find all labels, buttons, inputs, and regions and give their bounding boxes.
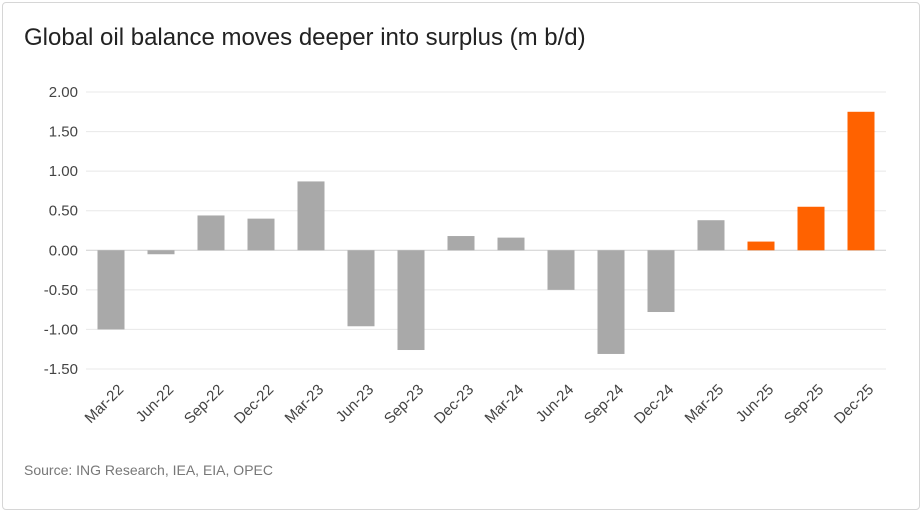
bar bbox=[447, 236, 475, 251]
x-tick-label: Sep-22 bbox=[181, 381, 227, 427]
bar bbox=[247, 218, 275, 251]
y-axis-ticks: 2.00 1.50 1.00 0.50 0.00 -0.50 -1.00 -1.50 bbox=[44, 84, 78, 378]
bar bbox=[297, 181, 325, 251]
y-tick-label: -1.00 bbox=[44, 321, 78, 338]
x-tick-label: Sep-24 bbox=[581, 381, 627, 427]
y-tick-label: 2.00 bbox=[49, 84, 78, 101]
x-tick-label: Dec-23 bbox=[431, 381, 477, 427]
bar bbox=[697, 220, 725, 251]
x-tick-label: Jun-22 bbox=[133, 381, 177, 425]
y-tick-label: 0.00 bbox=[49, 242, 78, 259]
x-tick-label: Dec-22 bbox=[231, 381, 277, 427]
chart-title: Global oil balance moves deeper into sur… bbox=[24, 24, 586, 51]
bar bbox=[847, 111, 875, 251]
x-tick-label: Dec-24 bbox=[631, 381, 677, 427]
bar bbox=[797, 206, 825, 251]
bars bbox=[97, 111, 875, 354]
x-tick-label: Mar-23 bbox=[282, 381, 328, 427]
bar bbox=[197, 215, 225, 251]
bar bbox=[147, 250, 175, 255]
bar bbox=[347, 250, 375, 327]
x-tick-label: Mar-25 bbox=[682, 381, 728, 427]
y-tick-label: 0.50 bbox=[49, 203, 78, 220]
y-tick-label: 1.50 bbox=[49, 124, 78, 141]
x-tick-label: Sep-23 bbox=[381, 381, 427, 427]
x-axis-ticks: Mar-22 Jun-22 Sep-22 Dec-22 Mar-23 Jun-23 Sep-… bbox=[82, 381, 878, 427]
y-tick-label: 1.00 bbox=[49, 163, 78, 180]
x-tick-label: Jun-23 bbox=[333, 381, 377, 425]
x-tick-label: Mar-22 bbox=[82, 381, 128, 427]
x-tick-label: Dec-25 bbox=[831, 381, 877, 427]
bar bbox=[597, 250, 625, 354]
bar bbox=[97, 250, 125, 330]
x-tick-label: Sep-25 bbox=[781, 381, 827, 427]
bar bbox=[547, 250, 575, 290]
bar bbox=[747, 241, 775, 251]
bar bbox=[647, 250, 675, 313]
bar bbox=[497, 237, 525, 251]
y-tick-label: -1.50 bbox=[44, 361, 78, 378]
source-note: Source: ING Research, IEA, EIA, OPEC bbox=[24, 462, 273, 478]
x-tick-label: Jun-25 bbox=[733, 381, 777, 425]
x-tick-label: Jun-24 bbox=[533, 381, 577, 425]
x-tick-label: Mar-24 bbox=[482, 381, 528, 427]
y-tick-label: -0.50 bbox=[44, 282, 78, 299]
bar bbox=[397, 250, 425, 351]
